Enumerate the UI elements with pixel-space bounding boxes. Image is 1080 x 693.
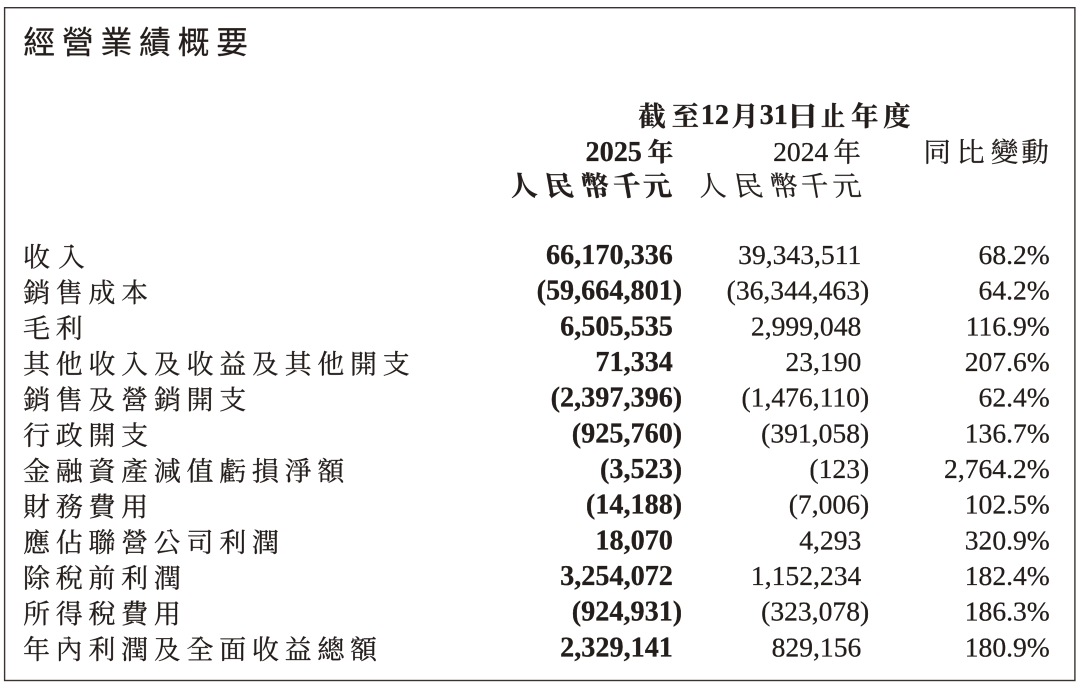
- svg-text:(7,006): (7,006): [789, 489, 869, 520]
- svg-text:(924,931): (924,931): [572, 597, 682, 628]
- svg-text:(1,476,110): (1,476,110): [741, 382, 869, 413]
- svg-text:64.2%: 64.2%: [979, 275, 1050, 306]
- svg-text:186.3%: 186.3%: [965, 596, 1050, 627]
- svg-text:18,070: 18,070: [595, 525, 673, 556]
- svg-text:182.4%: 182.4%: [965, 560, 1050, 591]
- svg-text:(323,078): (323,078): [761, 596, 869, 627]
- svg-text:31: 31: [760, 100, 788, 131]
- svg-text:2024: 2024: [773, 136, 828, 167]
- svg-text:6,505,535: 6,505,535: [560, 311, 673, 342]
- svg-text:39,343,511: 39,343,511: [738, 239, 861, 270]
- svg-text:320.9%: 320.9%: [965, 524, 1050, 555]
- svg-text:(925,760): (925,760): [572, 418, 682, 449]
- svg-text:2,764.2%: 2,764.2%: [944, 453, 1050, 484]
- svg-text:(14,188): (14,188): [586, 490, 682, 521]
- svg-text:12: 12: [701, 100, 729, 131]
- svg-text:207.6%: 207.6%: [965, 346, 1050, 377]
- svg-text:68.2%: 68.2%: [979, 239, 1050, 270]
- svg-text:180.9%: 180.9%: [965, 631, 1050, 662]
- svg-text:2,329,141: 2,329,141: [560, 632, 673, 663]
- svg-text:2,999,048: 2,999,048: [751, 310, 861, 341]
- svg-text:4,293: 4,293: [799, 524, 861, 555]
- svg-text:116.9%: 116.9%: [966, 310, 1050, 341]
- svg-text:(59,664,801): (59,664,801): [537, 276, 683, 307]
- svg-text:(36,344,463): (36,344,463): [727, 275, 870, 306]
- svg-text:62.4%: 62.4%: [979, 382, 1050, 413]
- svg-text:(3,523): (3,523): [600, 454, 682, 485]
- svg-text:(391,058): (391,058): [761, 417, 869, 448]
- svg-text:1,152,234: 1,152,234: [751, 560, 862, 591]
- svg-text:3,254,072: 3,254,072: [560, 561, 673, 592]
- svg-text:136.7%: 136.7%: [965, 417, 1050, 448]
- svg-text:829,156: 829,156: [772, 631, 862, 662]
- svg-text:(2,397,396): (2,397,396): [551, 383, 683, 414]
- svg-text:71,334: 71,334: [595, 347, 673, 378]
- svg-text:102.5%: 102.5%: [965, 489, 1050, 520]
- svg-text:2025: 2025: [586, 137, 642, 168]
- svg-text:66,170,336: 66,170,336: [546, 240, 673, 271]
- svg-text:(123): (123): [809, 453, 869, 484]
- svg-text:23,190: 23,190: [785, 346, 861, 377]
